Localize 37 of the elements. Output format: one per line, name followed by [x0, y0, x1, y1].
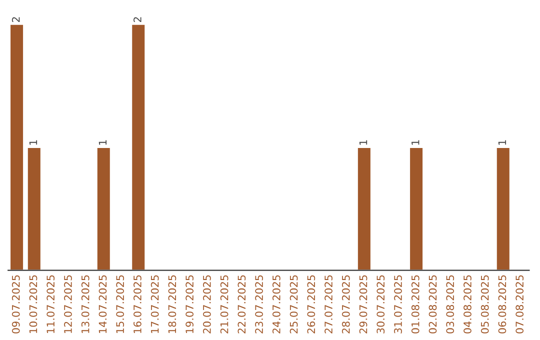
- x-tick-label: 27.07.2025: [324, 275, 332, 334]
- data-label: 1: [498, 140, 506, 145]
- x-tick-label: 30.07.2025: [376, 275, 385, 334]
- x-tick-label: 03.08.2025: [446, 275, 454, 334]
- x-tick-label: 22.07.2025: [238, 275, 246, 334]
- x-tick-label: 09.07.2025: [12, 275, 20, 334]
- x-tick-label: 10.07.2025: [29, 275, 38, 333]
- x-tick-label: 28.07.2025: [342, 275, 350, 334]
- x-tick-label: 18.07.2025: [168, 275, 176, 333]
- x-tick-label: 06.08.2025: [498, 275, 506, 334]
- x-tick-label: 25.07.2025: [290, 275, 298, 334]
- data-label: 1: [412, 140, 420, 145]
- x-tick-label: 21.07.2025: [220, 275, 228, 334]
- x-tick-label: 20.07.2025: [203, 275, 211, 334]
- x-tick-label: 23.07.2025: [255, 275, 263, 334]
- data-label: 2: [134, 17, 142, 22]
- x-tick-label: 24.07.2025: [272, 275, 280, 334]
- x-tick-label: 11.07.2025: [46, 275, 55, 333]
- x-tick-label: 15.07.2025: [116, 275, 124, 333]
- data-label: 1: [98, 140, 107, 145]
- data-label: 1: [359, 140, 368, 145]
- x-tick-label: 14.07.2025: [98, 275, 107, 333]
- x-tick-label: 01.08.2025: [411, 275, 420, 334]
- x-tick-label: 12.07.2025: [64, 275, 72, 333]
- x-tick-label: 31.07.2025: [394, 275, 402, 334]
- x-tick-label: 17.07.2025: [150, 275, 159, 333]
- x-tick-label: 02.08.2025: [428, 275, 437, 334]
- x-tick-label: 05.08.2025: [480, 275, 489, 334]
- x-tick-label: 26.07.2025: [307, 275, 316, 334]
- x-tick-label: 04.08.2025: [464, 275, 472, 334]
- x-tick-label: 13.07.2025: [81, 275, 90, 333]
- x-tick-label: 07.08.2025: [516, 275, 524, 334]
- data-label: 1: [29, 140, 38, 145]
- x-tick-label: 19.07.2025: [186, 275, 194, 333]
- data-label: 2: [12, 17, 20, 22]
- x-tick-label: 29.07.2025: [359, 275, 368, 334]
- x-tick-label: 16.07.2025: [134, 275, 142, 333]
